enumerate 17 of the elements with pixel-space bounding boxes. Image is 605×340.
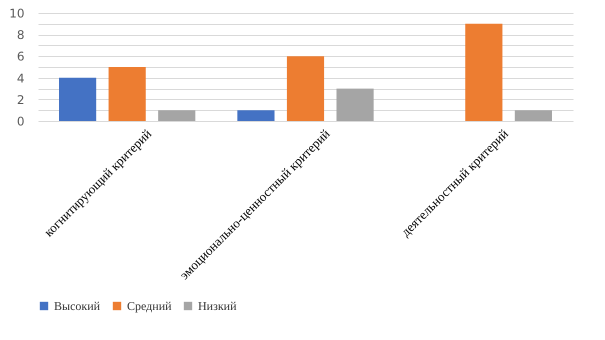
y-tick-label: 8 <box>16 28 24 42</box>
bar <box>59 78 96 121</box>
legend-label: Высокий <box>54 299 101 313</box>
bar <box>286 56 324 121</box>
bar <box>465 24 502 121</box>
bar <box>237 110 275 121</box>
y-tick-label: 6 <box>16 50 24 64</box>
y-tick-label: 2 <box>16 92 24 107</box>
bar <box>158 110 196 121</box>
bar <box>108 67 146 121</box>
y-tick-label: 0 <box>16 114 24 128</box>
bar <box>336 88 374 121</box>
legend-label: Средний <box>127 299 172 313</box>
y-tick-label: 10 <box>9 6 24 20</box>
y-tick-label: 4 <box>16 71 24 86</box>
bar <box>514 110 552 121</box>
legend-label: Низкий <box>198 299 238 313</box>
